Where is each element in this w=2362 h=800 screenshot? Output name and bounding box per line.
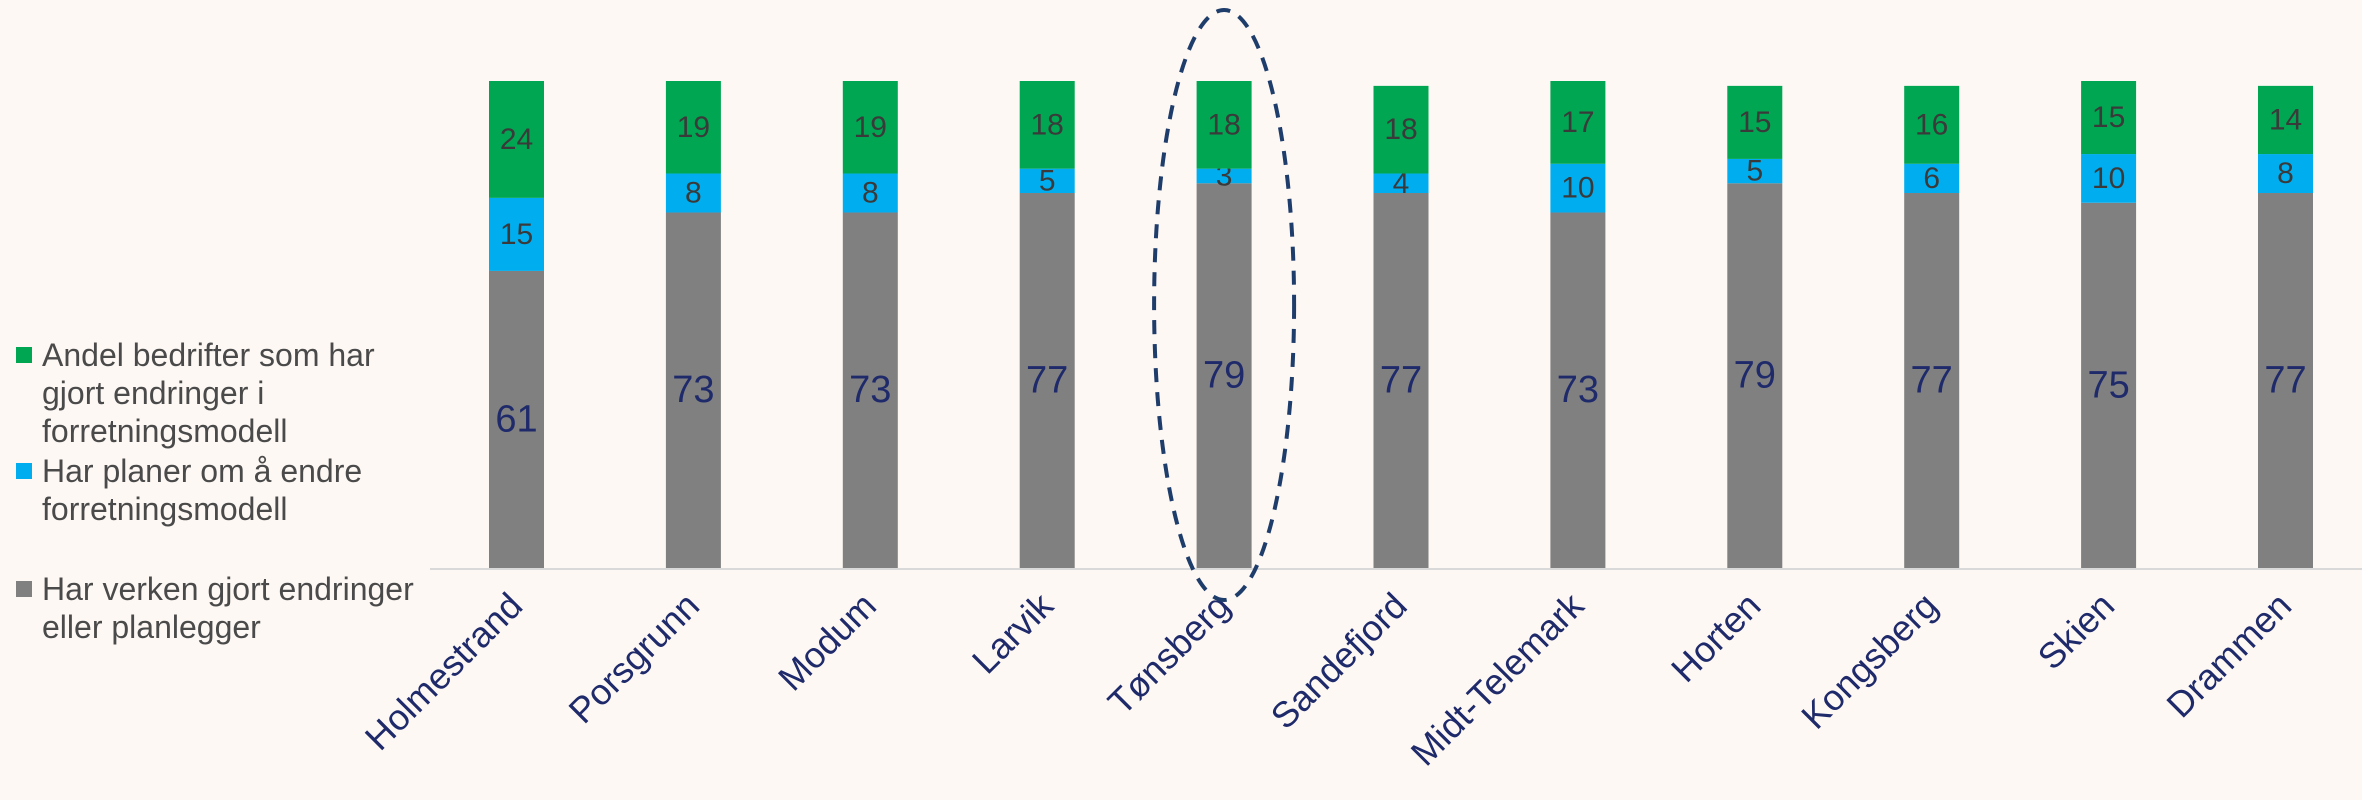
category-label-kongsberg: Kongsberg	[1793, 585, 1945, 737]
legend-label-neither: Har verken gjort endringer eller planleg…	[42, 570, 416, 646]
data-label-modum-series-1: 8	[862, 177, 879, 210]
data-label-kongsberg-series-2: 16	[1915, 108, 1948, 141]
legend: Andel bedrifter som har gjort endringer …	[16, 336, 416, 646]
data-label-skien-series-0: 75	[2087, 364, 2129, 406]
data-label-modum-series-0: 73	[849, 369, 891, 411]
data-label-larvik-series-0: 77	[1026, 360, 1068, 402]
data-label-tønsberg-series-2: 18	[1207, 108, 1240, 141]
category-label-larvik: Larvik	[964, 584, 1062, 682]
category-label-modum: Modum	[770, 585, 884, 699]
data-label-holmestrand-series-1: 15	[500, 218, 533, 251]
category-label-sandefjord: Sandefjord	[1263, 585, 1415, 737]
data-label-horten-series-2: 15	[1738, 106, 1771, 139]
data-label-drammen-series-2: 14	[2269, 103, 2302, 136]
data-label-midt-telemark-series-0: 73	[1557, 369, 1599, 411]
legend-swatch-gray	[16, 581, 32, 597]
category-label-horten: Horten	[1663, 585, 1768, 690]
data-label-drammen-series-1: 8	[2277, 157, 2294, 190]
data-label-holmestrand-series-2: 24	[500, 123, 533, 156]
data-label-kongsberg-series-0: 77	[1911, 360, 1953, 402]
legend-label-plans: Har planer om å endre forretningsmodell	[42, 452, 416, 528]
legend-swatch-blue	[16, 463, 32, 479]
legend-item-changed: Andel bedrifter som har gjort endringer …	[16, 336, 416, 450]
data-label-horten-series-0: 79	[1734, 355, 1776, 397]
data-label-larvik-series-2: 18	[1031, 108, 1064, 141]
data-label-drammen-series-0: 77	[2264, 360, 2306, 402]
data-label-porsgrunn-series-0: 73	[672, 369, 714, 411]
data-label-porsgrunn-series-2: 19	[677, 111, 710, 144]
category-label-tønsberg: Tønsberg	[1100, 585, 1238, 723]
data-label-midt-telemark-series-2: 17	[1561, 106, 1594, 139]
data-label-modum-series-2: 19	[854, 111, 887, 144]
legend-label-changed: Andel bedrifter som har gjort endringer …	[42, 336, 416, 450]
data-label-skien-series-2: 15	[2092, 101, 2125, 134]
data-label-midt-telemark-series-1: 10	[1561, 172, 1594, 205]
data-label-skien-series-1: 10	[2092, 162, 2125, 195]
category-label-skien: Skien	[2030, 585, 2123, 678]
category-label-porsgrunn: Porsgrunn	[561, 585, 707, 731]
data-label-sandefjord-series-0: 77	[1380, 360, 1422, 402]
category-label-drammen: Drammen	[2158, 585, 2299, 726]
data-label-holmestrand-series-0: 61	[495, 398, 537, 440]
data-label-porsgrunn-series-1: 8	[685, 177, 702, 210]
data-label-tønsberg-series-0: 79	[1203, 355, 1245, 397]
data-label-kongsberg-series-1: 6	[1923, 162, 1940, 195]
data-label-horten-series-1: 5	[1746, 155, 1763, 188]
data-label-larvik-series-1: 5	[1039, 164, 1056, 197]
category-label-midt-telemark: Midt-Telemark	[1403, 584, 1593, 774]
legend-item-neither: Har verken gjort endringer eller planleg…	[16, 570, 416, 646]
legend-item-plans: Har planer om å endre forretningsmodell	[16, 452, 416, 528]
data-label-sandefjord-series-2: 18	[1384, 113, 1417, 146]
legend-swatch-green	[16, 347, 32, 363]
